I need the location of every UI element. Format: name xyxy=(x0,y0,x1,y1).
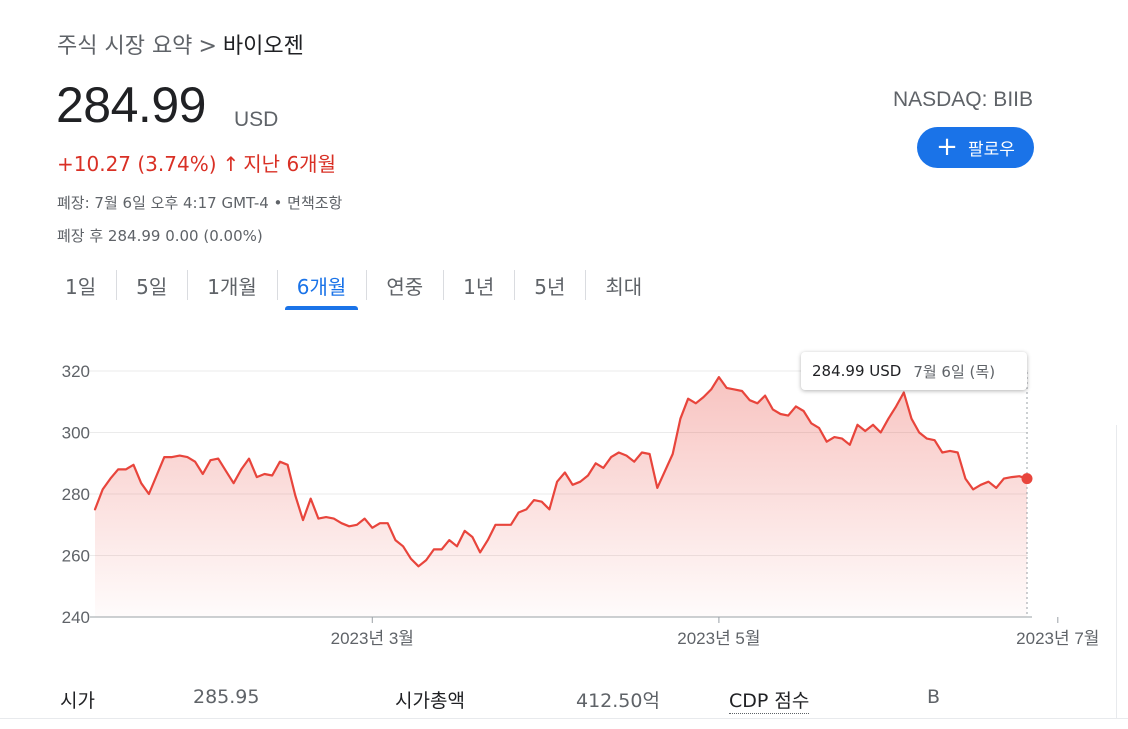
tab-5y[interactable]: 5년 xyxy=(514,266,585,310)
last-price-point xyxy=(1021,473,1033,485)
price-chart[interactable]: 240 260 280 300 320 2023년 3월 2023년 5월 2023년 7월 xyxy=(0,330,1128,670)
tab-ytd[interactable]: 연중 xyxy=(366,266,443,310)
stat-marketcap-label: 시가총액 xyxy=(395,690,465,712)
y-tick-label: 240 xyxy=(62,608,90,627)
market-closed-info: 폐장: 7월 6일 오후 4:17 GMT-4 • 면책조항 xyxy=(57,194,343,212)
divider xyxy=(0,718,1128,719)
tab-1m[interactable]: 1개월 xyxy=(187,266,277,310)
stat-cdp-label[interactable]: CDP 점수 xyxy=(729,686,810,714)
tab-1y[interactable]: 1년 xyxy=(443,266,514,310)
stat-open-label: 시가 xyxy=(60,690,95,712)
stat-open-value: 285.95 xyxy=(193,686,260,708)
stock-price: 284.99 xyxy=(56,77,206,133)
y-tick-label: 320 xyxy=(62,362,90,381)
tab-max[interactable]: 최대 xyxy=(585,266,662,310)
x-tick-label: 2023년 3월 xyxy=(331,629,414,648)
y-tick-label: 280 xyxy=(62,485,90,504)
stat-marketcap-value: 412.50억 xyxy=(576,690,660,712)
price-change-period: 지난 6개월 xyxy=(243,152,336,176)
price-line xyxy=(93,376,1029,568)
breadcrumb-current: 바이오젠 xyxy=(222,34,304,59)
y-tick-label: 260 xyxy=(62,547,90,566)
breadcrumb-parent-link[interactable]: 주식 시장 요약 xyxy=(57,34,193,59)
breadcrumb: 주식 시장 요약 > 바이오젠 xyxy=(57,28,304,60)
tab-6m[interactable]: 6개월 xyxy=(276,266,367,310)
price-area xyxy=(95,377,1027,617)
time-range-tabs: 1일 5일 1개월 6개월 연중 1년 5년 최대 xyxy=(45,266,662,310)
breadcrumb-separator: > xyxy=(198,34,217,59)
y-tick-label: 300 xyxy=(62,424,90,443)
stat-cdp-value: B xyxy=(927,686,941,708)
chart-tooltip: 284.99 USD 7월 6일 (목) xyxy=(801,352,1027,390)
after-hours-info: 폐장 후 284.99 0.00 (0.00%) xyxy=(57,227,263,245)
x-tick-label: 2023년 5월 xyxy=(677,629,760,648)
follow-button[interactable]: + 팔로우 xyxy=(917,127,1034,168)
follow-button-label: 팔로우 xyxy=(967,140,1015,160)
currency-label: USD xyxy=(234,108,279,131)
tooltip-date: 7월 6일 (목) xyxy=(913,362,996,381)
price-change: +10.27 (3.74%) ↑ 지난 6개월 xyxy=(57,148,336,177)
plus-icon: + xyxy=(936,131,958,162)
tab-1d[interactable]: 1일 xyxy=(65,275,97,299)
arrow-up-icon: ↑ xyxy=(222,152,240,176)
tab-5d[interactable]: 5일 xyxy=(116,266,187,310)
ticker-symbol: NASDAQ: BIIB xyxy=(892,88,1033,111)
tooltip-price: 284.99 USD xyxy=(812,362,902,380)
divider xyxy=(1116,425,1117,718)
price-change-value: +10.27 (3.74%) xyxy=(57,152,217,176)
x-tick-label: 2023년 7월 xyxy=(1016,629,1099,648)
